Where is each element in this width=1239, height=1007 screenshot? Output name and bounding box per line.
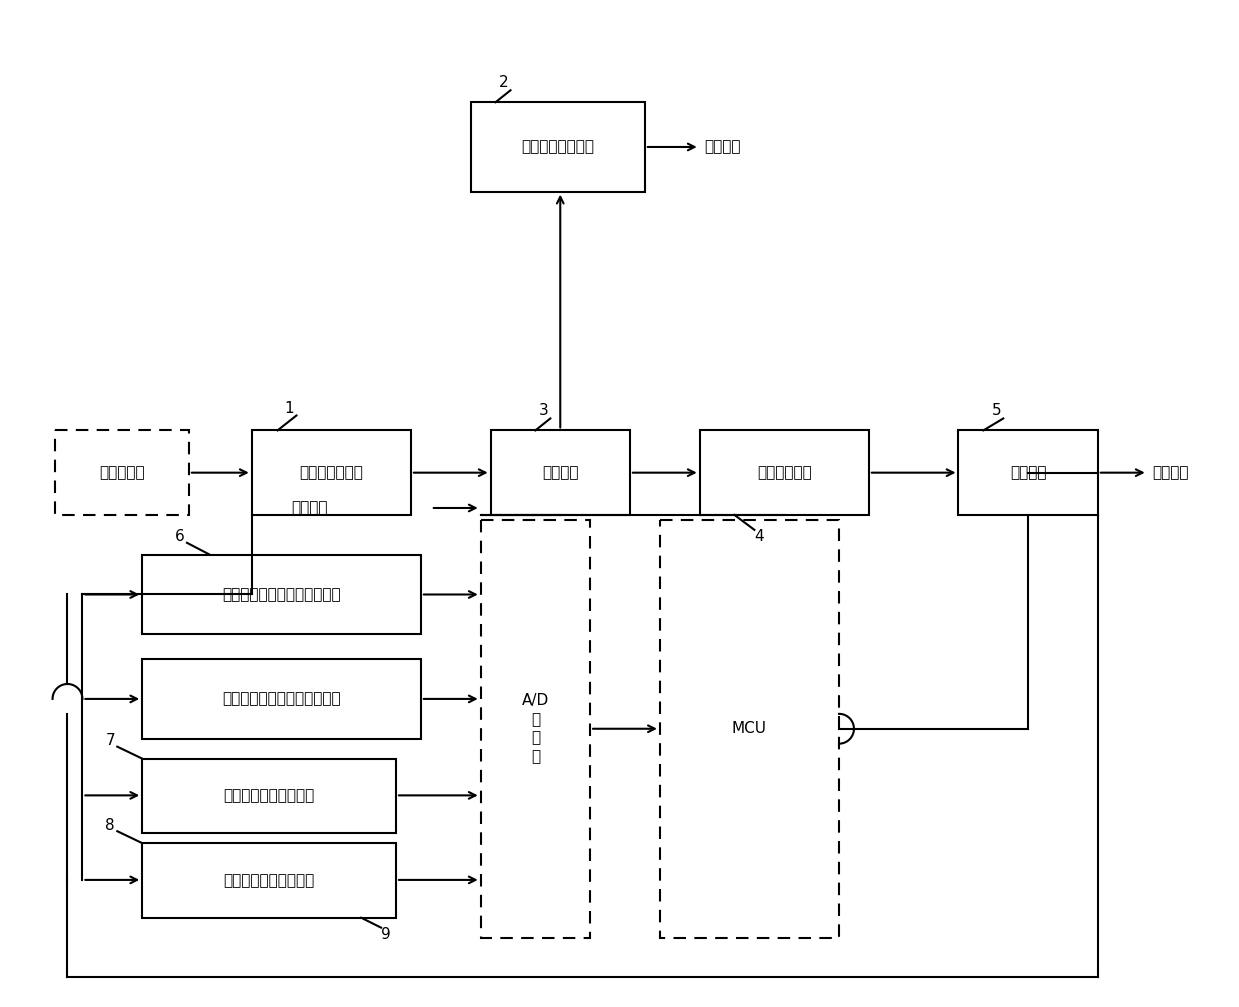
Bar (142, 758, 396, 833)
Text: 4: 4 (755, 530, 764, 545)
Text: 升压电路: 升压电路 (1010, 465, 1047, 480)
Text: 交流电压信号负半周变换电路: 交流电压信号负半周变换电路 (222, 692, 341, 707)
Bar (252, 430, 411, 515)
Text: 输出电压信号变换电路: 输出电压信号变换电路 (223, 873, 315, 888)
Bar (55, 430, 188, 515)
Text: A/D
转
换
器: A/D 转 换 器 (522, 694, 549, 764)
Text: 1: 1 (285, 401, 295, 416)
Text: 直流电压信号变换电路: 直流电压信号变换电路 (223, 788, 315, 804)
Text: 3: 3 (539, 403, 548, 418)
Bar (142, 660, 421, 739)
Bar (471, 103, 644, 191)
Text: 整流滤波电路: 整流滤波电路 (757, 465, 812, 480)
Text: 采样信号: 采样信号 (291, 500, 328, 516)
Bar (142, 843, 396, 917)
Text: MCU: MCU (732, 721, 767, 736)
Bar (142, 555, 421, 634)
Text: 9: 9 (382, 927, 392, 943)
Bar (660, 520, 839, 938)
Text: 过电压保护电路: 过电压保护电路 (300, 465, 363, 480)
Bar (481, 520, 590, 938)
Text: 7: 7 (105, 733, 115, 748)
Text: 交流电压信号正半周变换电路: 交流电压信号正半周变换电路 (222, 587, 341, 602)
Text: 8: 8 (105, 818, 115, 833)
Bar (700, 430, 869, 515)
Text: 采样信号: 采样信号 (705, 140, 741, 154)
Text: 电流信号变换电路: 电流信号变换电路 (522, 140, 595, 154)
Bar (491, 430, 629, 515)
Text: 分流电路: 分流电路 (541, 465, 579, 480)
Text: 5: 5 (991, 403, 1001, 418)
Text: 直流输出: 直流输出 (1152, 465, 1189, 480)
Text: 2: 2 (499, 75, 508, 90)
Bar (959, 430, 1098, 515)
Text: 6: 6 (175, 530, 185, 545)
Text: 电流互感器: 电流互感器 (99, 465, 145, 480)
